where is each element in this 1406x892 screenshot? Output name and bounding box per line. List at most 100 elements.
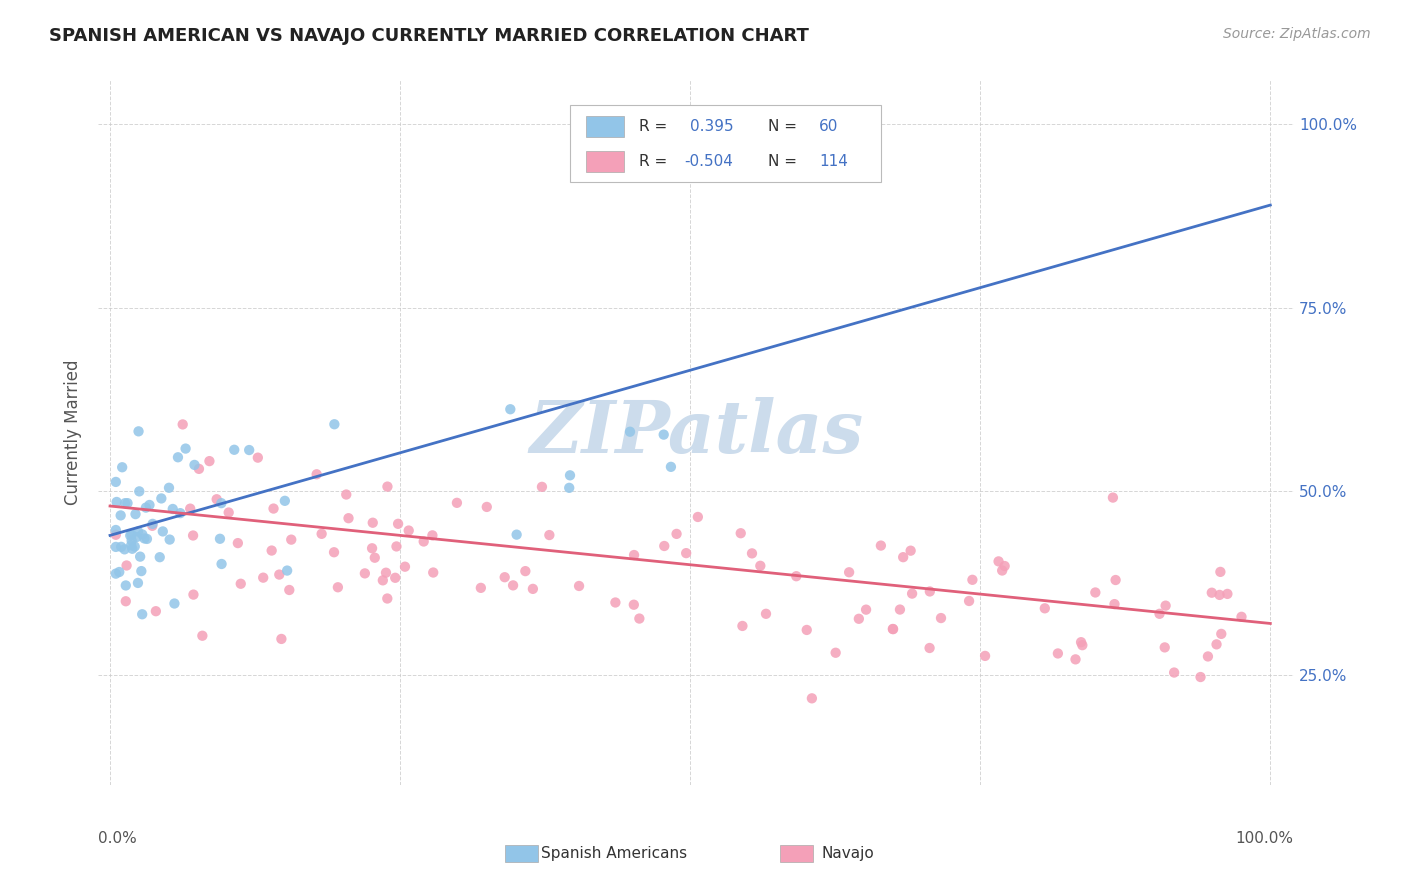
Point bbox=[796, 623, 818, 637]
Text: -0.504: -0.504 bbox=[685, 153, 733, 169]
Point bbox=[124, 507, 146, 521]
Point bbox=[1070, 635, 1092, 649]
Point bbox=[1153, 640, 1175, 655]
Point bbox=[800, 691, 823, 706]
Point bbox=[502, 578, 524, 592]
Point bbox=[659, 459, 682, 474]
Point bbox=[1033, 601, 1056, 615]
Point bbox=[900, 543, 922, 558]
Point bbox=[475, 500, 498, 514]
Point bbox=[124, 540, 146, 554]
Point bbox=[1216, 587, 1239, 601]
Point bbox=[505, 527, 527, 541]
Text: Source: ZipAtlas.com: Source: ZipAtlas.com bbox=[1223, 27, 1371, 41]
FancyBboxPatch shape bbox=[586, 116, 624, 136]
Point bbox=[120, 538, 142, 552]
Point bbox=[128, 484, 150, 499]
Point bbox=[838, 566, 860, 580]
Point bbox=[145, 604, 167, 618]
Point bbox=[238, 443, 260, 458]
Point bbox=[127, 576, 149, 591]
Point bbox=[652, 427, 675, 442]
Point bbox=[198, 454, 221, 468]
Point bbox=[114, 542, 136, 557]
Text: 100.0%: 100.0% bbox=[1236, 830, 1294, 846]
Point bbox=[157, 481, 180, 495]
Point bbox=[785, 569, 807, 583]
Text: SPANISH AMERICAN VS NAVAJO CURRENTLY MARRIED CORRELATION CHART: SPANISH AMERICAN VS NAVAJO CURRENTLY MAR… bbox=[49, 27, 808, 45]
Point bbox=[628, 611, 651, 625]
Point bbox=[385, 540, 408, 554]
Text: R =: R = bbox=[638, 119, 666, 134]
Point bbox=[110, 540, 132, 554]
Point bbox=[623, 598, 645, 612]
Point bbox=[991, 564, 1014, 578]
Point bbox=[824, 646, 846, 660]
FancyBboxPatch shape bbox=[780, 845, 813, 863]
Point bbox=[377, 480, 399, 494]
Point bbox=[162, 502, 184, 516]
Point bbox=[1209, 565, 1232, 579]
Point bbox=[1102, 491, 1125, 505]
Point bbox=[188, 462, 211, 476]
Point bbox=[1046, 647, 1069, 661]
Point bbox=[957, 594, 980, 608]
Point bbox=[270, 632, 292, 646]
Point bbox=[209, 496, 232, 510]
Point bbox=[1211, 627, 1233, 641]
Point bbox=[125, 530, 148, 544]
Point bbox=[354, 566, 377, 581]
Point bbox=[218, 506, 240, 520]
Point bbox=[183, 458, 205, 472]
Point bbox=[167, 450, 190, 465]
Point bbox=[128, 425, 150, 439]
Point bbox=[208, 532, 231, 546]
Text: Spanish Americans: Spanish Americans bbox=[541, 846, 686, 861]
Text: 60: 60 bbox=[820, 119, 838, 134]
Point bbox=[918, 584, 941, 599]
Point bbox=[870, 539, 893, 553]
Point bbox=[755, 607, 778, 621]
Point bbox=[1201, 585, 1223, 599]
Point bbox=[1163, 665, 1185, 680]
Point bbox=[104, 528, 127, 542]
Point bbox=[323, 545, 346, 559]
Point bbox=[522, 582, 544, 596]
Point bbox=[889, 602, 911, 616]
Point bbox=[375, 566, 398, 580]
Point bbox=[974, 648, 997, 663]
Point bbox=[115, 558, 138, 573]
Point bbox=[918, 640, 941, 655]
Point bbox=[174, 442, 197, 456]
Point bbox=[1149, 607, 1171, 621]
Point bbox=[127, 524, 149, 539]
Point bbox=[994, 559, 1017, 574]
Point bbox=[114, 496, 136, 510]
Point bbox=[105, 495, 128, 509]
Point bbox=[120, 528, 142, 542]
Point bbox=[882, 622, 904, 636]
Point bbox=[181, 528, 204, 542]
Text: Navajo: Navajo bbox=[821, 846, 875, 861]
Point bbox=[1064, 652, 1087, 666]
Point bbox=[229, 576, 252, 591]
Point bbox=[269, 567, 291, 582]
Point bbox=[142, 516, 165, 531]
Point bbox=[412, 534, 434, 549]
Point bbox=[394, 559, 416, 574]
Point bbox=[305, 467, 328, 482]
Point bbox=[136, 532, 159, 546]
Point bbox=[1189, 670, 1212, 684]
Point bbox=[278, 582, 301, 597]
Point bbox=[260, 543, 283, 558]
Point bbox=[749, 558, 772, 573]
Point bbox=[848, 612, 870, 626]
Text: N =: N = bbox=[768, 153, 797, 169]
Point bbox=[731, 619, 754, 633]
Point bbox=[558, 481, 581, 495]
Point bbox=[280, 533, 302, 547]
Point bbox=[149, 550, 172, 565]
Point bbox=[337, 511, 360, 525]
Point bbox=[515, 564, 537, 578]
Point bbox=[183, 588, 205, 602]
